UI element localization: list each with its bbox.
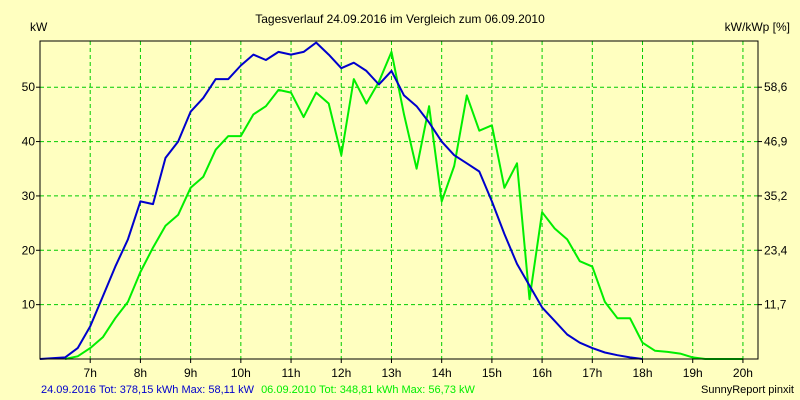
series-line-24-09-2016 <box>39 41 643 360</box>
legend: 24.09.2016 Tot: 378,15 kWh Max: 58,11 kW… <box>41 384 475 396</box>
y-tick-label-left: 40 <box>22 135 36 149</box>
x-tick-label: 11h <box>281 366 300 380</box>
series-layer <box>39 41 743 360</box>
y-axis-label-right: kW/kWp [%] <box>725 20 790 34</box>
x-tick-label: 7h <box>84 366 97 380</box>
grid-layer <box>40 41 758 359</box>
x-tick-label: 16h <box>532 366 552 380</box>
y-tick-label-left: 30 <box>22 189 36 203</box>
y-tick-label-right: 23,4 <box>764 243 788 257</box>
y-tick-label-right: 58,6 <box>764 80 788 94</box>
x-tick-label: 8h <box>134 366 147 380</box>
x-tick-label: 15h <box>482 366 502 380</box>
y-tick-label-right: 46,9 <box>764 135 788 149</box>
x-tick-label: 13h <box>381 366 401 380</box>
y-axis-label-left: kW <box>30 20 48 34</box>
x-tick-label: 20h <box>733 366 753 380</box>
y-tick-label-right: 35,2 <box>764 189 788 203</box>
y-tick-label-left: 50 <box>22 80 36 94</box>
plot-frame <box>39 40 759 360</box>
x-tick-label: 9h <box>184 366 197 380</box>
y-tick-label-left: 10 <box>22 298 36 312</box>
x-tick-label: 10h <box>231 366 251 380</box>
legend-entry-2010: 06.09.2010 Tot: 348,81 kWh Max: 56,73 kW <box>261 384 475 396</box>
x-tick-label: 17h <box>582 366 602 380</box>
x-tick-label: 14h <box>432 366 452 380</box>
y-tick-label-right: 11,7 <box>764 298 787 312</box>
x-tick-label: 12h <box>331 366 351 380</box>
series-line-06-09-2010 <box>64 50 743 360</box>
axis-layer: 7h 8h 9h 10h 11h 12h 13h 14h 15h 16h 17h 18h 19h 20h 1… <box>22 40 788 380</box>
x-tick-label: 18h <box>633 366 653 380</box>
y-tick-label-left: 20 <box>22 243 36 257</box>
credit-text: SunnyReport pinxit <box>701 384 794 396</box>
chart-title: Tagesverlauf 24.09.2016 im Vergleich zum… <box>255 12 545 26</box>
legend-entry-2016: 24.09.2016 Tot: 378,15 kWh Max: 58,11 kW <box>41 384 255 396</box>
x-tick-label: 19h <box>683 366 703 380</box>
